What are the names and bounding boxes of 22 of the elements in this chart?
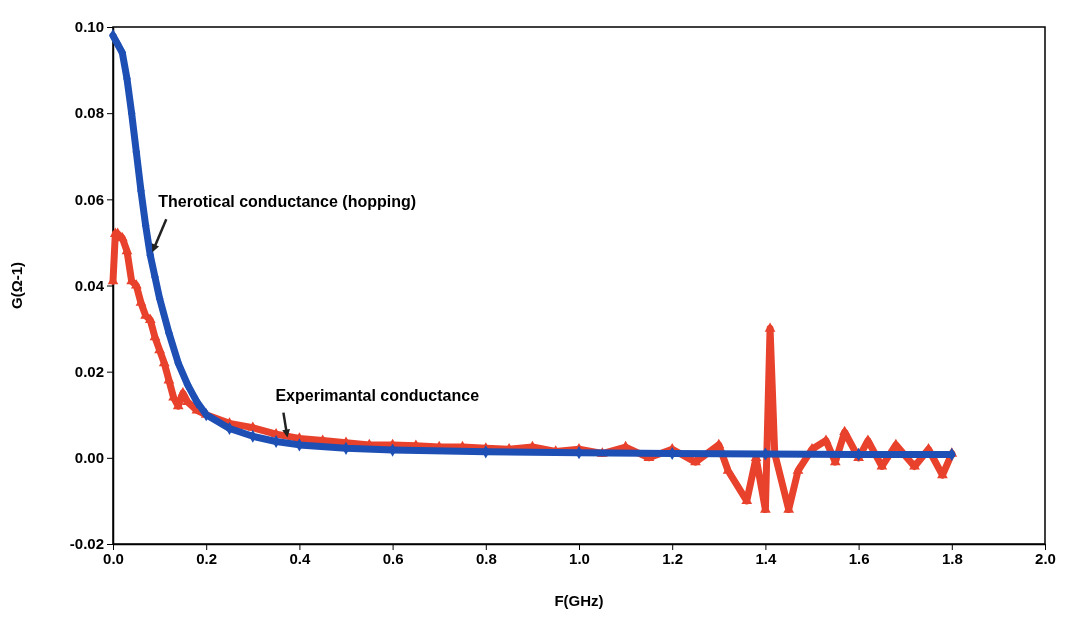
y-tick-label: 0.08 — [74, 104, 104, 122]
y-tick-label: -0.02 — [69, 535, 104, 553]
x-axis-title: F(GHz) — [554, 592, 604, 609]
annotation: Experimantal conductance — [275, 386, 480, 404]
x-tick-label: 0.6 — [382, 549, 404, 567]
x-tick-label: 0.4 — [289, 549, 311, 567]
y-tick-label: 0.00 — [74, 449, 104, 467]
y-tick-label: 0.10 — [74, 18, 104, 36]
y-axis-title: G(Ω-1) — [8, 261, 25, 310]
x-tick-label: 1.8 — [941, 549, 963, 567]
y-tick-label: 0.06 — [74, 190, 104, 208]
x-tick-label: 1.0 — [569, 549, 590, 567]
x-tick-label: 1.6 — [848, 549, 870, 567]
y-tick-label: 0.02 — [74, 362, 104, 380]
x-tick-label: 1.4 — [755, 549, 777, 567]
x-tick-label: 0.8 — [475, 549, 497, 567]
y-tick-label: 0.04 — [74, 276, 105, 294]
x-tick-label: 1.2 — [662, 549, 684, 567]
annotation: Therotical conductance (hopping) — [158, 193, 417, 211]
x-tick-label: 0.0 — [103, 549, 124, 567]
x-tick-label: 0.2 — [196, 549, 218, 567]
x-tick-label: 2.0 — [1035, 549, 1056, 567]
